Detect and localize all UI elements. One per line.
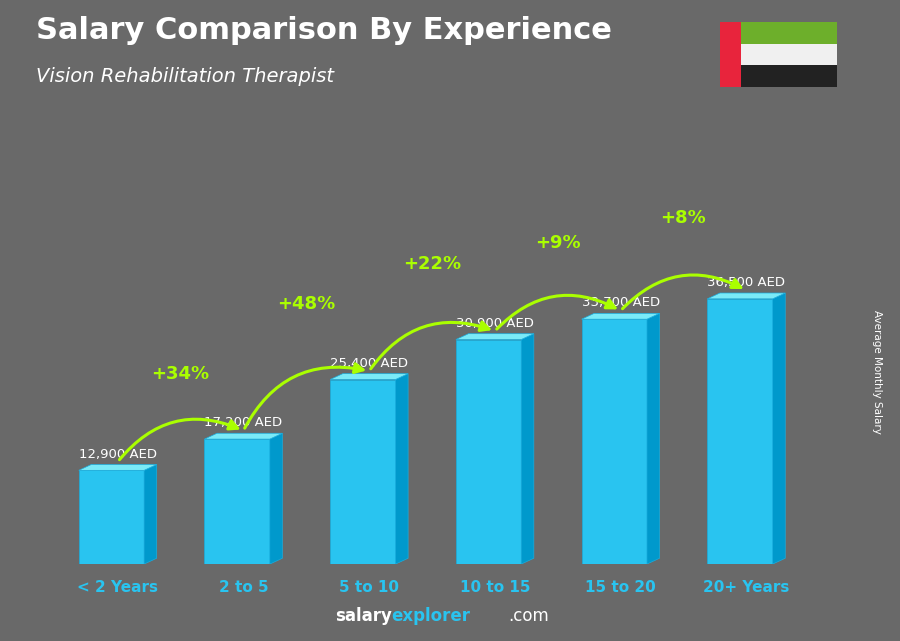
Text: explorer: explorer [392,607,471,625]
Polygon shape [144,465,157,564]
Text: 36,500 AED: 36,500 AED [707,276,786,289]
Polygon shape [456,334,534,340]
Polygon shape [330,379,395,564]
Text: .com: .com [508,607,549,625]
Text: 17,200 AED: 17,200 AED [204,416,283,429]
Polygon shape [707,293,786,299]
Text: 25,400 AED: 25,400 AED [330,356,408,370]
Text: 5 to 10: 5 to 10 [339,580,399,595]
Polygon shape [78,470,144,564]
Text: 30,900 AED: 30,900 AED [456,317,534,329]
Polygon shape [647,313,660,564]
Polygon shape [78,465,157,470]
Text: 10 to 15: 10 to 15 [460,580,530,595]
Bar [742,65,837,87]
Text: 20+ Years: 20+ Years [703,580,789,595]
Polygon shape [456,340,521,564]
Text: Vision Rehabilitation Therapist: Vision Rehabilitation Therapist [36,67,334,87]
Polygon shape [270,433,283,564]
Text: +22%: +22% [403,254,461,272]
Polygon shape [581,319,647,564]
Text: 15 to 20: 15 to 20 [585,580,656,595]
Polygon shape [395,374,408,564]
Bar [742,44,837,65]
Text: +48%: +48% [277,295,336,313]
Polygon shape [330,374,408,379]
Text: 12,900 AED: 12,900 AED [78,447,157,460]
Text: +9%: +9% [535,235,581,253]
Text: 33,700 AED: 33,700 AED [581,296,660,310]
Text: Salary Comparison By Experience: Salary Comparison By Experience [36,16,612,45]
Text: 2 to 5: 2 to 5 [219,580,268,595]
Polygon shape [204,439,270,564]
Text: < 2 Years: < 2 Years [77,580,158,595]
Polygon shape [773,293,786,564]
Polygon shape [581,313,660,319]
Bar [742,22,837,44]
Text: salary: salary [335,607,392,625]
Polygon shape [521,334,534,564]
Bar [720,22,742,87]
Text: +34%: +34% [151,365,210,383]
Polygon shape [707,299,773,564]
Text: +8%: +8% [661,209,707,227]
Polygon shape [204,433,283,439]
Text: Average Monthly Salary: Average Monthly Salary [872,310,883,434]
